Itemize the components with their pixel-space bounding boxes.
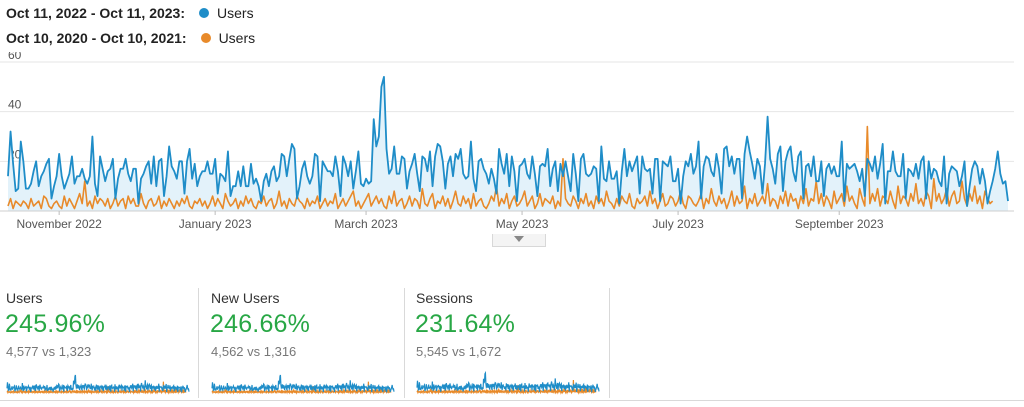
metric-users[interactable]: Users 245.96% 4,577 vs 1,323 [0,288,198,398]
metric-divider [198,288,199,398]
metric-new-users[interactable]: New Users 246.66% 4,562 vs 1,316 [205,288,403,398]
legend-current-series: Users [217,5,254,21]
x-tick-label: July 2023 [652,217,704,231]
chart-collapse-handle[interactable] [492,234,546,247]
metric-sessions[interactable]: Sessions 231.64% 5,545 vs 1,672 [410,288,608,398]
sparkline [211,374,395,395]
legend-previous-range: Oct 10, 2020 - Oct 10, 2021: [6,30,187,46]
sparkline-current [6,374,190,393]
legend-current-dot [199,8,210,18]
chevron-down-icon [514,236,524,242]
y-tick-label: 40 [8,98,22,112]
metric-cards: Users 245.96% 4,577 vs 1,323 New Users 2… [0,288,1024,400]
sparkline-previous [6,381,187,395]
sparkline-current [416,370,600,393]
metric-divider [404,288,405,398]
x-tick-label: January 2023 [179,217,252,231]
x-tick-label: September 2023 [795,217,884,231]
series-previous-line [7,125,994,210]
metric-compare: 5,545 vs 1,672 [416,344,502,359]
series-current-area [8,76,1008,212]
sparkline-previous [416,379,597,395]
y-tick-label: 60 [8,52,22,62]
metric-compare: 4,577 vs 1,323 [6,344,92,359]
metric-label: Users [6,290,43,306]
sparkline [6,374,190,395]
metric-compare: 4,562 vs 1,316 [211,344,297,359]
x-tick-label: May 2023 [496,217,549,231]
metric-label: New Users [211,290,280,306]
metric-change: 246.66% [210,310,311,338]
metric-divider [609,288,610,398]
metric-change: 245.96% [5,310,106,338]
legend-previous: Oct 10, 2020 - Oct 10, 2021: Users [6,28,255,48]
x-tick-label: November 2022 [16,217,102,231]
legend-previous-series: Users [218,30,256,46]
x-tick-label: March 2023 [334,217,398,231]
legend-current-range: Oct 11, 2022 - Oct 11, 2023: [6,5,186,21]
sparkline-previous [211,381,392,395]
metric-change: 231.64% [415,310,516,338]
sparkline [416,370,600,395]
series-current-line [7,76,1009,207]
legend-current: Oct 11, 2022 - Oct 11, 2023: Users [6,3,254,23]
legend-previous-dot [200,33,211,43]
sparkline-current [211,374,395,393]
bottom-divider [0,400,1024,401]
metric-label: Sessions [416,290,473,306]
